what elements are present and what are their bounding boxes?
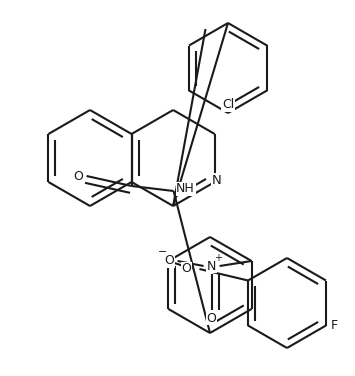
Text: O: O [207,311,217,324]
Text: +: + [214,253,222,263]
Text: F: F [331,319,338,332]
Text: O: O [165,255,175,267]
Text: O: O [181,262,191,276]
Text: −: − [158,247,167,257]
Text: O: O [73,170,83,182]
Text: NH: NH [176,182,195,196]
Text: N: N [207,259,216,273]
Text: Cl: Cl [222,99,234,112]
Text: N: N [212,173,222,186]
